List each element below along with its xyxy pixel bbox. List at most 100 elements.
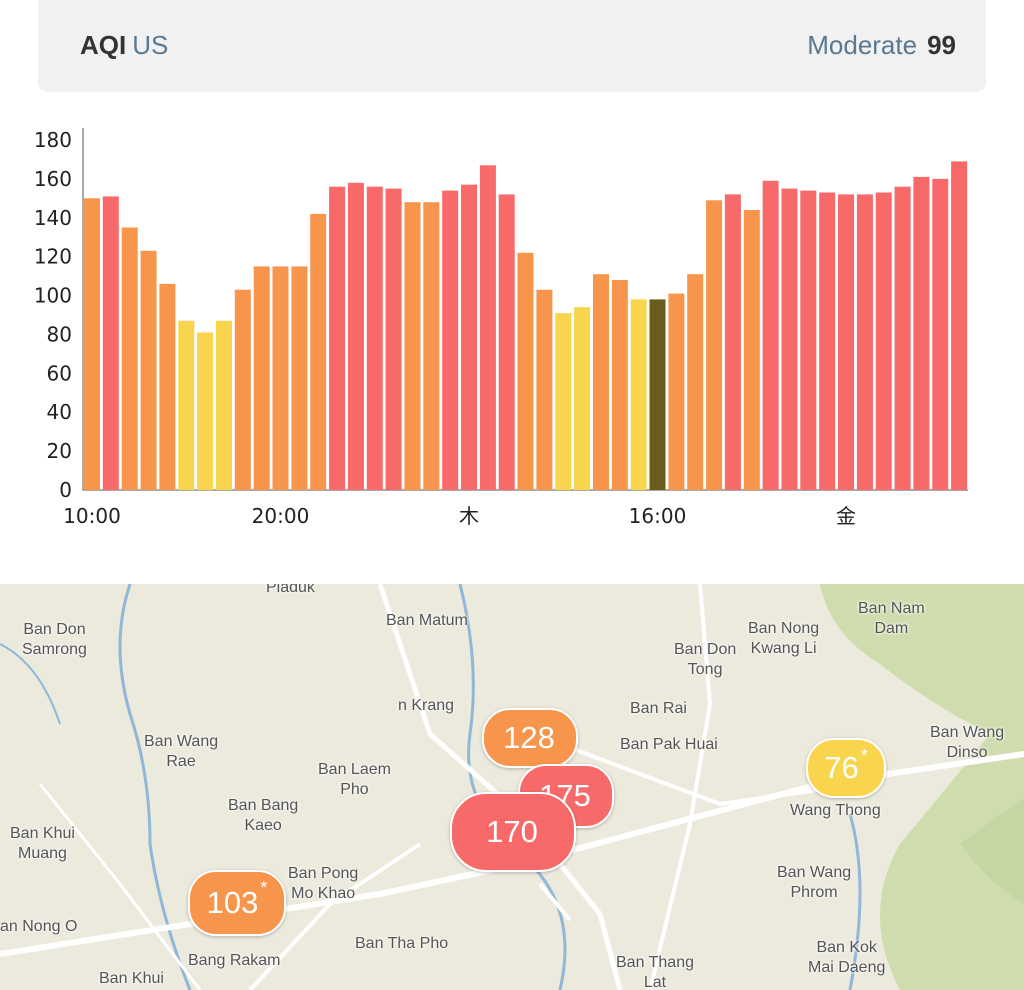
marker-value: 170 <box>486 814 538 849</box>
place-label: Ban Pak Huai <box>620 736 718 753</box>
aqi-map-marker[interactable]: 170 <box>450 792 576 872</box>
aqi-bar[interactable] <box>366 186 383 490</box>
aqi-bar[interactable] <box>442 190 459 490</box>
x-tick-label: 20:00 <box>252 504 310 528</box>
aqi-map-marker[interactable]: 103 * <box>188 870 286 936</box>
x-tick-label: 金 <box>836 504 856 528</box>
aqi-bar[interactable] <box>894 186 911 490</box>
place-label: Ban Kok Mai Daeng <box>808 939 886 976</box>
place-label: Ban Don Tong <box>674 641 737 678</box>
aqi-bar[interactable] <box>630 299 647 490</box>
aqi-map-marker[interactable]: 128 <box>482 708 578 768</box>
aqi-bar[interactable] <box>668 293 685 490</box>
aqi-value: 99 <box>927 30 956 60</box>
aqi-bar[interactable] <box>272 266 289 490</box>
aqi-bar[interactable] <box>555 313 572 490</box>
aqi-bar[interactable] <box>838 194 854 490</box>
x-tick-label: 10:00 <box>63 504 121 528</box>
aqi-bar[interactable] <box>479 165 496 491</box>
aqi-bar[interactable] <box>875 192 892 491</box>
aqi-label: AQI <box>80 30 127 60</box>
place-label: Ban Wang Dinso <box>930 724 1005 761</box>
aqi-bar[interactable] <box>498 194 515 490</box>
place-label: Ban Nong Kwang Li <box>748 620 820 657</box>
aqi-bar[interactable] <box>706 200 723 491</box>
aqi-unit: US <box>132 30 169 60</box>
aqi-bar[interactable] <box>517 252 534 490</box>
aqi-bar[interactable] <box>347 182 364 491</box>
place-label: Ban Matum <box>386 612 468 629</box>
place-label: Ban Rai <box>630 700 687 717</box>
aqi-bar[interactable] <box>253 266 270 490</box>
aqi-bar[interactable] <box>951 161 968 490</box>
aqi-bar[interactable] <box>819 192 836 491</box>
aqi-bar[interactable] <box>536 289 553 490</box>
aqi-bar[interactable] <box>800 190 817 490</box>
aqi-bar-chart[interactable]: 0 20 40 60 80 100 120 140 160 180 10:00 20:00 木 16:00… <box>0 120 1024 540</box>
aqi-bar[interactable] <box>385 188 402 490</box>
place-label: Ban Pong Mo Khao <box>288 865 359 902</box>
aqi-bar[interactable] <box>291 266 308 490</box>
aqi-bar[interactable] <box>140 250 157 490</box>
aqi-bar[interactable] <box>234 289 251 490</box>
aqi-bar[interactable] <box>649 299 666 490</box>
aqi-bar[interactable] <box>856 194 873 490</box>
aqi-bar[interactable] <box>404 202 421 490</box>
aqi-bar[interactable] <box>121 227 138 491</box>
y-tick-label: 60 <box>47 361 72 385</box>
aqi-bar[interactable] <box>423 202 440 490</box>
aqi-bar[interactable] <box>574 307 591 490</box>
aqi-bar[interactable] <box>310 213 327 490</box>
aqi-bar[interactable] <box>216 320 232 490</box>
marker-value: 128 <box>503 720 555 755</box>
place-label: Wang Thong <box>790 802 881 819</box>
y-tick-label: 0 <box>59 478 72 502</box>
place-label: Bang Rakam <box>188 952 281 969</box>
aqi-status: Moderate 99 <box>807 30 956 61</box>
y-tick-label: 140 <box>34 206 72 230</box>
place-label: Ban Khui <box>99 970 164 987</box>
y-tick-label: 120 <box>34 245 72 269</box>
x-tick-label: 木 <box>459 504 479 528</box>
place-label: Ban Tha Pho <box>355 935 449 952</box>
place-label: Pladuk <box>266 584 315 596</box>
aqi-bar[interactable] <box>461 184 477 490</box>
place-label: an Nong O <box>0 918 78 935</box>
x-tick-label: 16:00 <box>629 504 687 528</box>
aqi-bar[interactable] <box>329 186 346 490</box>
aqi-level: Moderate <box>807 30 918 60</box>
map-view[interactable]: Pladuk Ban Don Samrong Ban Matum Ban Don… <box>0 584 1024 990</box>
aqi-title: AQI US <box>80 30 168 61</box>
aqi-bar[interactable] <box>781 188 798 490</box>
marker-value: 76 <box>824 750 859 785</box>
place-label: Ban Bang Kaeo <box>228 797 299 834</box>
marker-star: * <box>260 878 268 898</box>
y-tick-label: 180 <box>34 128 72 152</box>
aqi-bar[interactable] <box>84 198 100 491</box>
map-background <box>0 584 1024 990</box>
place-label: Ban Khui Muang <box>10 825 75 862</box>
aqi-header-card[interactable]: AQI US Moderate 99 <box>38 0 986 92</box>
aqi-bar[interactable] <box>178 320 195 490</box>
aqi-bar[interactable] <box>724 194 741 490</box>
aqi-bar[interactable] <box>743 210 760 490</box>
aqi-bar[interactable] <box>197 332 214 491</box>
y-tick-label: 40 <box>47 400 72 424</box>
aqi-bar[interactable] <box>762 180 779 491</box>
place-label: n Krang <box>398 697 455 714</box>
aqi-bar[interactable] <box>913 176 930 490</box>
aqi-bar[interactable] <box>102 196 119 490</box>
place-label: Ban Thang Lat <box>616 954 694 990</box>
place-label: Ban Don Samrong <box>22 621 87 658</box>
y-tick-label: 80 <box>47 322 72 346</box>
marker-value: 103 <box>206 885 259 920</box>
aqi-bar[interactable] <box>932 178 949 490</box>
aqi-bar[interactable] <box>611 280 628 490</box>
aqi-map-marker[interactable]: 76 * <box>806 738 886 798</box>
y-tick-label: 20 <box>47 439 72 463</box>
aqi-bar[interactable] <box>159 283 176 490</box>
aqi-bar[interactable] <box>593 274 609 490</box>
place-label: Ban Laem Pho <box>318 761 391 798</box>
place-label: Ban Wang Phrom <box>777 864 852 901</box>
aqi-bar[interactable] <box>687 274 704 490</box>
